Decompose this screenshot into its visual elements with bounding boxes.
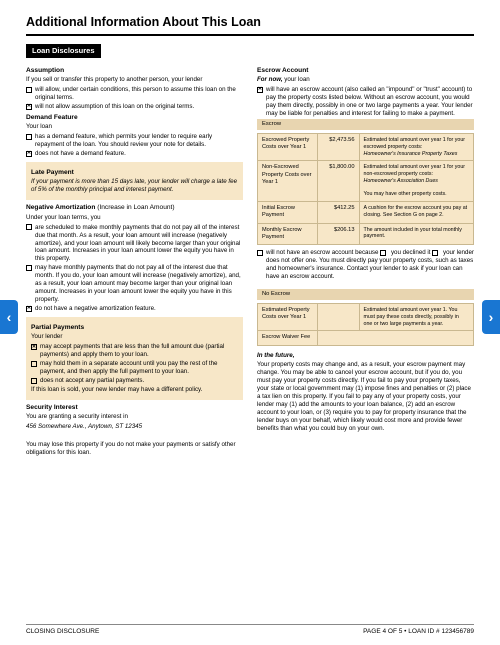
partial-opt2: may hold them in a separate account unti… [40, 360, 238, 376]
checkbox-icon [26, 134, 32, 140]
checkbox-icon [31, 361, 37, 367]
footer-left: CLOSING DISCLOSURE [26, 628, 99, 635]
page-title: Additional Information About This Loan [26, 14, 474, 36]
checkbox-icon [31, 378, 37, 384]
security-address: 456 Somewhere Ave., Anytown, ST 12345 [26, 423, 243, 431]
checkbox-checked-icon [26, 104, 32, 110]
late-title: Late Payment [31, 169, 238, 177]
noescrow-header: No Escrow [257, 289, 474, 300]
assumption-title: Assumption [26, 67, 243, 75]
table-row: Escrowed Property Costs over Year 1 $2,4… [258, 134, 474, 161]
checkbox-checked-icon [257, 87, 263, 93]
left-column: Assumption If you sell or transfer this … [26, 64, 243, 460]
demand-opt1: has a demand feature, which permits your… [35, 133, 243, 149]
checkbox-icon [380, 250, 386, 256]
checkbox-icon [26, 87, 32, 93]
page-viewport: ‹ › Additional Information About This Lo… [0, 0, 500, 645]
checkbox-checked-icon [26, 151, 32, 157]
partial-opt3: does not accept any partial payments. [40, 377, 144, 385]
section-header: Loan Disclosures [26, 44, 101, 58]
right-column: Escrow Account For now, your loan will h… [257, 64, 474, 460]
demand-lead: Your loan [26, 123, 243, 131]
escrow-fornow: For now, your loan [257, 76, 474, 84]
noescrow-table: Estimated Property Costs over Year 1 Est… [257, 303, 474, 345]
negam-opt3: do not have a negative amortization feat… [35, 305, 156, 313]
security-title: Security Interest [26, 404, 243, 412]
partial-payments-block: Partial Payments Your lender may accept … [26, 317, 243, 400]
security-l3: You may lose this property if you do not… [26, 441, 243, 457]
next-page-button[interactable]: › [482, 300, 500, 334]
checkbox-icon [26, 265, 32, 271]
table-row: Non-Escrowed Property Costs over Year 1 … [258, 161, 474, 202]
partial-opt1: may accept payments that are less than t… [40, 343, 238, 359]
document-page: Additional Information About This Loan L… [0, 0, 500, 469]
demand-title: Demand Feature [26, 114, 243, 122]
assumption-opt2: will not allow assumption of this loan o… [35, 103, 194, 111]
escrow-table: Escrowed Property Costs over Year 1 $2,4… [257, 133, 474, 245]
checkbox-checked-icon [31, 344, 37, 350]
partial-title: Partial Payments [31, 324, 238, 332]
late-payment-block: Late Payment If your payment is more tha… [26, 162, 243, 200]
future-text: Your property costs may change and, as a… [257, 361, 474, 432]
escrow-title: Escrow Account [257, 67, 474, 75]
checkbox-icon [26, 224, 32, 230]
negam-title: Negative Amortization (Increase in Loan … [26, 204, 243, 212]
demand-opt2: does not have a demand feature. [35, 150, 126, 158]
partial-tail: If this loan is sold, your new lender ma… [31, 386, 238, 394]
security-l1: You are granting a security interest in [26, 413, 243, 421]
escrow-opt2: will not have an escrow account because … [266, 249, 474, 281]
checkbox-icon [432, 250, 438, 256]
late-text: If your payment is more than 15 days lat… [31, 178, 238, 194]
negam-opt1: are scheduled to make monthly payments t… [35, 224, 243, 264]
negam-lead: Under your loan terms, you [26, 214, 243, 222]
prev-page-button[interactable]: ‹ [0, 300, 18, 334]
page-footer: CLOSING DISCLOSURE PAGE 4 OF 5 • LOAN ID… [26, 624, 474, 635]
assumption-lead: If you sell or transfer this property to… [26, 76, 243, 84]
footer-right: PAGE 4 OF 5 • LOAN ID # 123456789 [363, 628, 474, 635]
escrow-opt1: will have an escrow account (also called… [266, 86, 474, 118]
checkbox-icon [257, 250, 263, 256]
negam-opt2: may have monthly payments that do not pa… [35, 264, 243, 304]
partial-lead: Your lender [31, 333, 238, 341]
checkbox-checked-icon [26, 306, 32, 312]
table-row: Escrow Waiver Fee [258, 331, 474, 345]
table-row: Initial Escrow Payment $412.25 A cushion… [258, 202, 474, 223]
escrow-table-header: Escrow [257, 119, 474, 130]
table-row: Estimated Property Costs over Year 1 Est… [258, 304, 474, 331]
assumption-opt1: will allow, under certain conditions, th… [35, 86, 243, 102]
table-row: Monthly Escrow Payment $206.13 The amoun… [258, 223, 474, 244]
future-label: In the future, [257, 352, 474, 360]
